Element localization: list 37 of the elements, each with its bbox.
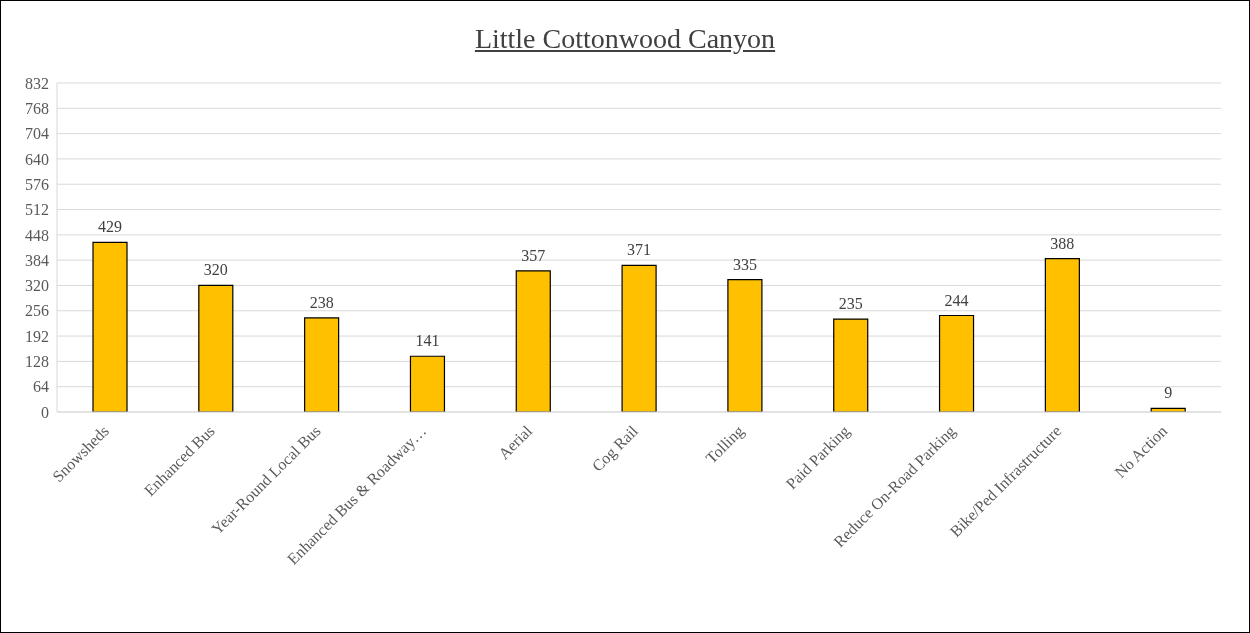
y-tick-label: 384	[25, 251, 49, 269]
bar	[409, 355, 446, 412]
data-label: 141	[415, 332, 440, 350]
data-label: 9	[1164, 384, 1173, 402]
y-tick-label: 704	[25, 125, 49, 143]
y-tick-label: 832	[25, 74, 49, 92]
y-tick-label: 128	[25, 353, 49, 371]
y-tick-label: 192	[25, 327, 49, 345]
data-label: 244	[944, 291, 969, 309]
bar	[938, 314, 975, 412]
bar	[198, 284, 234, 412]
y-tick-label: 512	[25, 201, 49, 219]
bar	[304, 317, 340, 412]
y-tick-label: 640	[25, 150, 49, 168]
data-label: 371	[627, 241, 652, 259]
y-tick-label: 768	[25, 99, 49, 117]
y-tick-label: 64	[33, 378, 49, 396]
data-label: 429	[98, 218, 122, 236]
data-label: 335	[732, 255, 757, 273]
data-label: 320	[203, 261, 228, 279]
y-tick-label: 256	[25, 302, 49, 320]
y-tick-label: 576	[25, 175, 49, 193]
y-tick-label: 0	[41, 403, 49, 421]
data-label: 235	[838, 295, 863, 313]
y-tick-label: 448	[25, 226, 49, 244]
chart-title: Little Cottonwood Canyon	[473, 23, 777, 55]
bar	[515, 270, 551, 412]
bar	[1044, 257, 1080, 412]
bar	[621, 264, 657, 412]
data-label: 357	[521, 246, 546, 264]
bar	[727, 278, 763, 412]
bar	[92, 241, 128, 412]
bar	[833, 318, 869, 412]
y-tick-label: 320	[25, 277, 49, 295]
data-label: 238	[309, 293, 334, 311]
x-tick-label: Cog Rail	[588, 421, 643, 476]
data-label: 388	[1050, 234, 1075, 252]
